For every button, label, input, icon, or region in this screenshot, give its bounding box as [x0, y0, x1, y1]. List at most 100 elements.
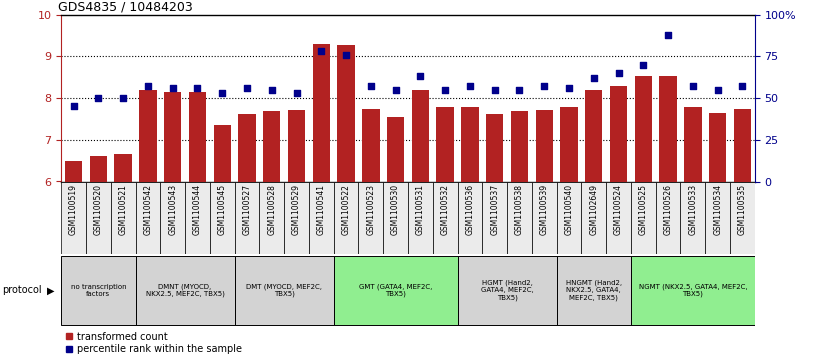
Bar	[61, 182, 86, 254]
Point	[389, 87, 402, 93]
Bar	[210, 182, 235, 254]
Bar	[507, 182, 532, 254]
Text: GSM1100539: GSM1100539	[539, 184, 548, 235]
Bar	[313, 44, 330, 182]
Text: HNGMT (Hand2,
NKX2.5, GATA4,
MEF2C, TBX5): HNGMT (Hand2, NKX2.5, GATA4, MEF2C, TBX5…	[565, 280, 622, 301]
Bar	[111, 182, 135, 254]
Text: GSM1100533: GSM1100533	[689, 184, 698, 235]
Bar	[656, 182, 681, 254]
Bar	[557, 256, 631, 325]
Bar	[358, 182, 384, 254]
Legend: transformed count, percentile rank within the sample: transformed count, percentile rank withi…	[66, 331, 242, 355]
Point	[513, 87, 526, 93]
Text: GSM1100542: GSM1100542	[144, 184, 153, 234]
Bar	[362, 109, 379, 182]
Bar	[432, 182, 458, 254]
Bar	[557, 182, 581, 254]
Bar	[705, 182, 730, 254]
Bar	[160, 182, 185, 254]
Bar	[408, 182, 432, 254]
Bar	[730, 182, 755, 254]
Bar	[631, 182, 656, 254]
Bar	[188, 92, 206, 182]
Point	[191, 85, 204, 91]
Bar	[259, 182, 284, 254]
Text: GSM1100535: GSM1100535	[738, 184, 747, 235]
Point	[736, 83, 749, 89]
Point	[265, 87, 278, 93]
Text: protocol: protocol	[2, 285, 42, 295]
Text: GDS4835 / 10484203: GDS4835 / 10484203	[58, 0, 193, 13]
Bar	[90, 156, 107, 182]
Point	[414, 73, 427, 79]
Text: DMNT (MYOCD,
NKX2.5, MEF2C, TBX5): DMNT (MYOCD, NKX2.5, MEF2C, TBX5)	[145, 284, 224, 297]
Text: GSM1100527: GSM1100527	[242, 184, 251, 234]
Bar	[681, 182, 705, 254]
Text: GSM1100545: GSM1100545	[218, 184, 227, 235]
Text: GSM1100524: GSM1100524	[614, 184, 623, 234]
Point	[562, 85, 575, 91]
Text: GSM1100523: GSM1100523	[366, 184, 375, 234]
Bar	[709, 114, 726, 182]
Text: NGMT (NKX2.5, GATA4, MEF2C,
TBX5): NGMT (NKX2.5, GATA4, MEF2C, TBX5)	[639, 284, 747, 297]
Bar	[610, 86, 628, 182]
Bar	[164, 92, 181, 182]
Bar	[458, 182, 482, 254]
Text: GSM1100521: GSM1100521	[118, 184, 127, 234]
Text: GSM1100525: GSM1100525	[639, 184, 648, 234]
Bar	[482, 182, 507, 254]
Point	[711, 87, 724, 93]
Bar	[659, 76, 676, 182]
Point	[636, 62, 650, 68]
Text: GSM1100530: GSM1100530	[391, 184, 400, 235]
Text: GSM1100536: GSM1100536	[465, 184, 474, 235]
Point	[290, 90, 303, 96]
Bar	[461, 107, 479, 182]
Text: GSM1100531: GSM1100531	[416, 184, 425, 234]
Text: GSM1100543: GSM1100543	[168, 184, 177, 235]
Bar	[606, 182, 631, 254]
Text: GSM1100528: GSM1100528	[268, 184, 277, 234]
Point	[215, 90, 228, 96]
Point	[117, 95, 130, 101]
Bar	[288, 110, 305, 182]
Point	[241, 85, 254, 91]
Text: GSM1102649: GSM1102649	[589, 184, 598, 234]
Text: GSM1100540: GSM1100540	[565, 184, 574, 235]
Text: GMT (GATA4, MEF2C,
TBX5): GMT (GATA4, MEF2C, TBX5)	[359, 284, 432, 297]
Bar	[65, 162, 82, 182]
Text: GSM1100544: GSM1100544	[193, 184, 202, 235]
Text: GSM1100522: GSM1100522	[342, 184, 351, 234]
Bar	[86, 182, 111, 254]
Bar	[135, 256, 235, 325]
Bar	[61, 256, 135, 325]
Point	[662, 32, 675, 37]
Bar	[114, 154, 132, 182]
Text: GSM1100534: GSM1100534	[713, 184, 722, 235]
Bar	[535, 110, 553, 182]
Point	[488, 87, 501, 93]
Text: GSM1100538: GSM1100538	[515, 184, 524, 234]
Text: HGMT (Hand2,
GATA4, MEF2C,
TBX5): HGMT (Hand2, GATA4, MEF2C, TBX5)	[481, 280, 534, 301]
Bar	[582, 182, 606, 254]
Point	[315, 48, 328, 54]
Bar	[334, 256, 458, 325]
Bar	[334, 182, 358, 254]
Text: ▶: ▶	[47, 285, 54, 295]
Bar	[561, 107, 578, 182]
Bar	[734, 109, 751, 182]
Point	[538, 83, 551, 89]
Point	[92, 95, 105, 101]
Text: GSM1100526: GSM1100526	[663, 184, 672, 234]
Text: GSM1100541: GSM1100541	[317, 184, 326, 234]
Point	[686, 83, 699, 89]
Bar	[412, 90, 429, 182]
Bar	[511, 110, 528, 182]
Bar	[135, 182, 160, 254]
Text: GSM1100519: GSM1100519	[69, 184, 78, 234]
Text: DMT (MYOCD, MEF2C,
TBX5): DMT (MYOCD, MEF2C, TBX5)	[246, 284, 322, 297]
Text: GSM1100532: GSM1100532	[441, 184, 450, 234]
Bar	[631, 256, 755, 325]
Text: GSM1100520: GSM1100520	[94, 184, 103, 234]
Point	[67, 103, 80, 109]
